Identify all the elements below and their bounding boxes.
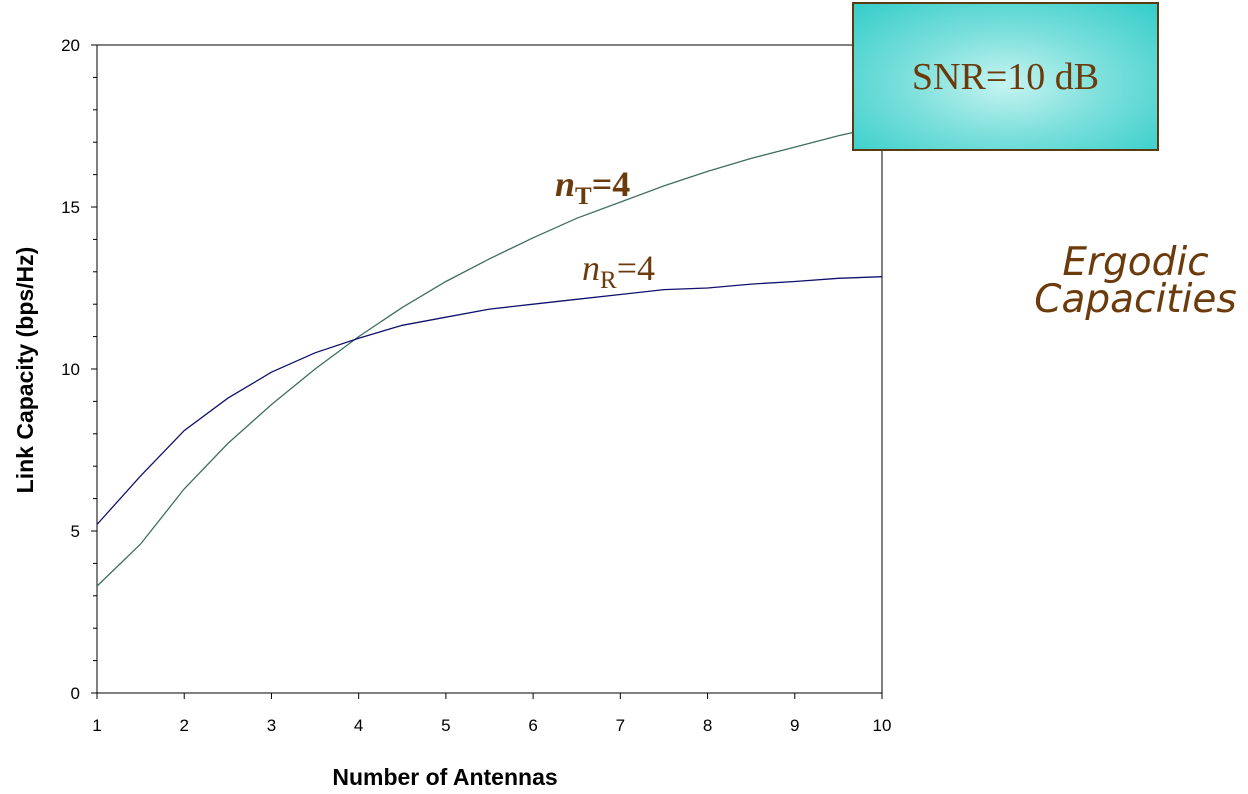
nt-rest: =4 [592, 164, 631, 204]
x-tick-label: 1 [92, 716, 101, 735]
x-tick-label: 6 [528, 716, 537, 735]
y-axis-title: Link Capacity (bps/Hz) [12, 247, 38, 494]
x-axis: 1 2 3 4 5 6 7 8 9 10 [92, 693, 891, 735]
nr-sub: R [600, 267, 617, 294]
y-tick-label: 10 [61, 360, 80, 379]
x-axis-title: Number of Antennas [332, 764, 557, 790]
x-tick-label: 9 [790, 716, 799, 735]
snr-box: SNR=10 dB [852, 2, 1159, 151]
nr-rest: =4 [617, 248, 655, 288]
nr-annotation: nR=4 [582, 248, 655, 294]
y-tick-label: 20 [61, 36, 80, 55]
plot-frame [96, 44, 883, 694]
series-line-nr [96, 276, 883, 525]
side-label-line-1: Ergodic [1062, 240, 1209, 285]
series-line-nt [96, 125, 883, 587]
x-tick-label: 7 [616, 716, 625, 735]
nt-annotation: nT=4 [555, 164, 630, 210]
snr-label: SNR=10 dB [911, 55, 1100, 98]
x-tick-label: 8 [703, 716, 712, 735]
x-tick-label: 3 [267, 716, 276, 735]
x-tick-label: 10 [873, 716, 892, 735]
x-tick-label: 5 [441, 716, 450, 735]
nt-sub: T [575, 183, 592, 210]
nr-var: n [582, 248, 600, 288]
series-lines [96, 125, 883, 587]
y-axis: 0 5 10 15 20 [61, 36, 97, 703]
nt-var: n [555, 164, 575, 204]
ergodic-capacities-label: Ergodic Capacities [1028, 240, 1243, 322]
y-tick-label: 5 [71, 522, 80, 541]
x-tick-label: 2 [179, 716, 188, 735]
side-label-line-2: Capacities [1034, 277, 1237, 322]
x-tick-label: 4 [354, 716, 363, 735]
y-tick-label: 15 [61, 198, 80, 217]
y-tick-label: 0 [71, 684, 80, 703]
